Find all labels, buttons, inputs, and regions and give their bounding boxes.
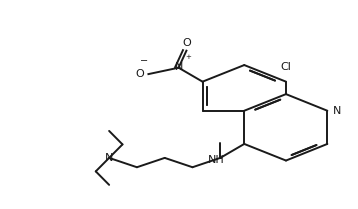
- Text: Cl: Cl: [281, 62, 291, 72]
- Text: O: O: [182, 38, 191, 48]
- Text: N: N: [105, 153, 113, 163]
- Text: N: N: [333, 106, 341, 116]
- Text: +: +: [186, 55, 192, 60]
- Text: O: O: [135, 69, 144, 79]
- Text: N: N: [174, 62, 183, 72]
- Text: −: −: [140, 56, 149, 66]
- Text: NH: NH: [208, 155, 225, 165]
